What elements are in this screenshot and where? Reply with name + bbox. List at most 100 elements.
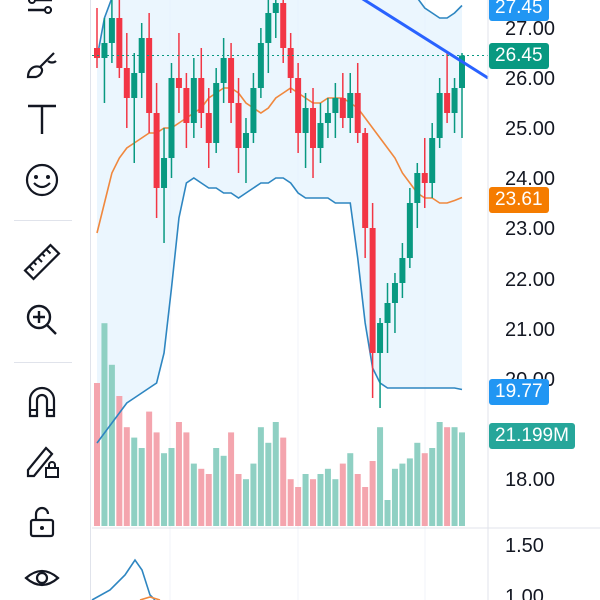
pencil-lock-icon[interactable]: [20, 438, 64, 482]
volume-bar: [339, 463, 346, 526]
candle: [190, 58, 197, 138]
candle: [369, 203, 376, 398]
volume-bar: [228, 432, 235, 526]
candle: [414, 163, 421, 228]
candlesticks: [94, 0, 465, 408]
candle: [459, 53, 465, 138]
candle: [198, 48, 205, 128]
volume-bar: [265, 442, 272, 526]
candle: [406, 188, 413, 268]
volume-bar: [444, 427, 451, 526]
volume-bar: [153, 432, 160, 526]
volume-bar: [161, 453, 168, 526]
candle: [213, 68, 220, 153]
volume-bar: [183, 432, 190, 526]
volume-bar: [295, 487, 302, 526]
candle: [183, 73, 190, 148]
volume-bar: [138, 448, 145, 526]
candle: [451, 78, 458, 133]
price-tick-label: 23.00: [505, 218, 555, 240]
candle: [101, 18, 108, 103]
candle: [257, 28, 264, 98]
magnet-icon[interactable]: [20, 380, 64, 424]
volume-bar: [101, 323, 108, 526]
volume-bar: [146, 411, 153, 526]
toolbar-border: [90, 0, 91, 600]
volume-bar: [369, 461, 376, 526]
candle: [146, 13, 153, 133]
trendline[interactable]: [322, 0, 489, 80]
price-tick-label: 18.00: [505, 469, 555, 491]
volume-bar: [362, 487, 369, 526]
candle: [444, 53, 451, 123]
volume-bar: [302, 474, 309, 526]
candle: [168, 63, 175, 178]
candle: [332, 83, 339, 138]
volume-bar: [175, 422, 182, 526]
volume-bar: [94, 383, 100, 526]
price-axis[interactable]: 27.0026.0025.0024.0023.0022.0021.0020.00…: [505, 18, 555, 600]
candle: [377, 318, 384, 408]
price-tick-label: 24.00: [505, 168, 555, 190]
candle: [310, 88, 317, 178]
volume-bar: [332, 479, 339, 526]
unlock-icon[interactable]: [20, 500, 64, 544]
candle: [138, 23, 145, 98]
candle: [228, 43, 235, 123]
candle: [272, 0, 279, 38]
volume-bar: [205, 474, 212, 526]
eye-icon[interactable]: [20, 556, 64, 600]
indicators-icon[interactable]: [20, 0, 64, 36]
candle: [354, 63, 361, 143]
volume-bar: [280, 437, 287, 526]
volume-bar: [168, 448, 175, 526]
volume-bar: [116, 396, 123, 526]
text-icon[interactable]: [20, 98, 64, 142]
volume-bar: [108, 364, 115, 526]
candle: [362, 128, 369, 258]
candle: [220, 38, 227, 103]
candle: [280, 0, 287, 63]
candle: [123, 33, 130, 128]
volume-bar: [406, 458, 413, 526]
volume-bars: [94, 323, 465, 526]
volume-bar: [384, 500, 391, 526]
volume-bar: [317, 474, 324, 526]
volume-badge: 21.199M: [489, 423, 575, 449]
volume-bar: [242, 479, 249, 526]
ruler-icon[interactable]: [20, 240, 64, 284]
price-tick-label: 26.00: [505, 68, 555, 90]
candle: [302, 93, 309, 168]
volume-bar: [459, 432, 465, 526]
ma-value-badge: 23.61: [489, 187, 549, 213]
volume-bar: [399, 463, 406, 526]
volume-bar: [391, 468, 398, 526]
candle: [116, 0, 123, 78]
price-tick-label: 27.00: [505, 18, 555, 40]
volume-bar: [272, 422, 279, 526]
volume-bar: [354, 474, 361, 526]
candle: [94, 8, 100, 68]
volume-bar: [123, 427, 130, 526]
volume-bar: [451, 427, 458, 526]
candle: [317, 103, 324, 163]
last-price-badge: 26.45: [489, 43, 549, 69]
volume-bar: [324, 468, 331, 526]
drawing-toolbar: [0, 0, 86, 600]
emoji-icon[interactable]: [20, 158, 64, 202]
candle: [384, 283, 391, 353]
volume-bar: [421, 453, 428, 526]
oscillator-ma-line: [139, 596, 161, 600]
candle: [347, 73, 354, 133]
candle: [235, 78, 242, 173]
volume-bar: [250, 463, 257, 526]
volume-bar: [235, 474, 242, 526]
brush-icon[interactable]: [20, 43, 64, 87]
price-tick-label: 21.00: [505, 319, 555, 341]
oscillator-tick-label: 1.50: [505, 535, 544, 557]
candle: [391, 273, 398, 333]
zoom-in-icon[interactable]: [20, 298, 64, 342]
volume-bar: [198, 468, 205, 526]
volume-bar: [347, 453, 354, 526]
